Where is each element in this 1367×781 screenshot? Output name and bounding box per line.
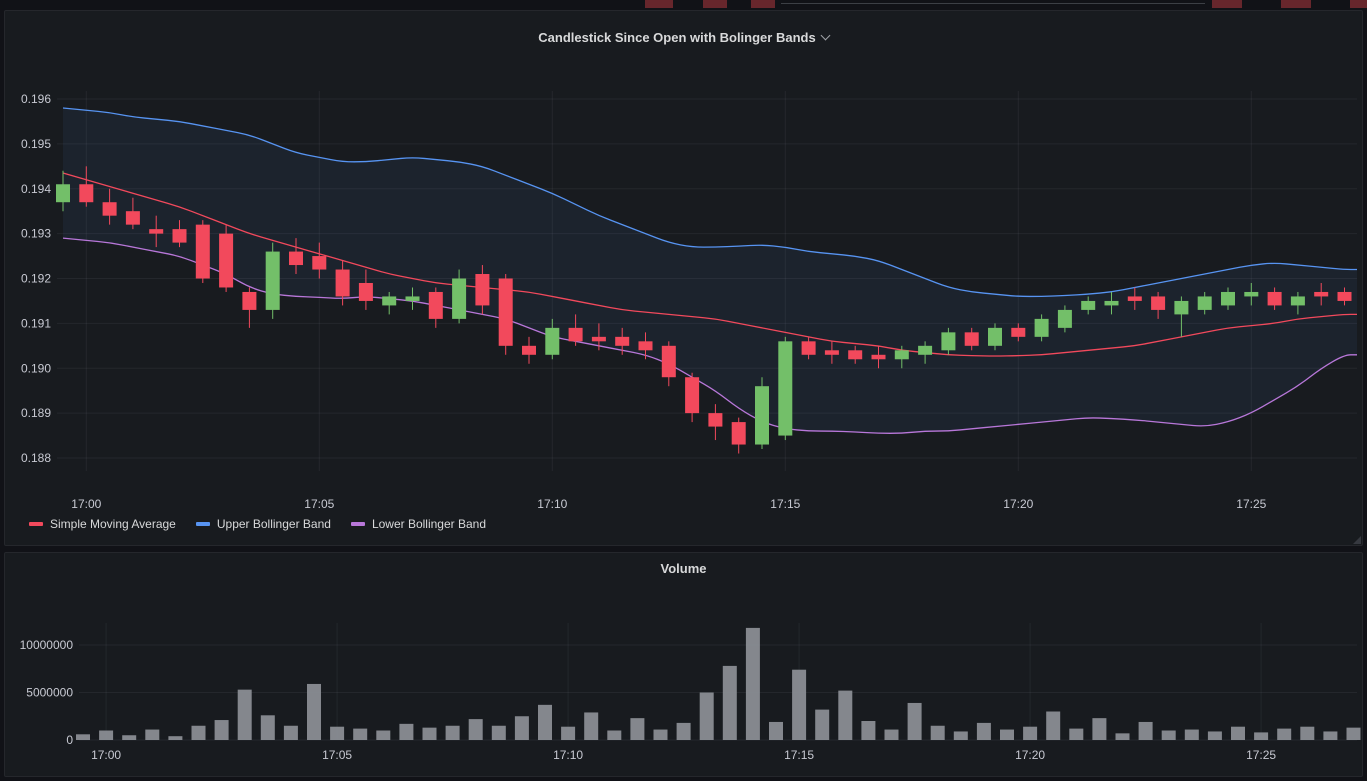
legend-item-upper-band[interactable]: Upper Bollinger Band: [195, 516, 331, 532]
toolbar-fragment: [645, 0, 673, 8]
candlestick-panel-header[interactable]: Candlestick Since Open with Bolinger Ban…: [5, 25, 1362, 49]
svg-text:0.189: 0.189: [21, 406, 51, 420]
svg-text:17:20: 17:20: [1003, 497, 1033, 511]
svg-text:0.194: 0.194: [21, 182, 51, 196]
lower-band-color-marker: [350, 522, 365, 526]
volume-panel: Volume 0 5000000 10000000 17:00 17:05 17:10 17…: [4, 552, 1363, 777]
legend-label: Upper Bollinger Band: [216, 517, 331, 531]
legend-label: Simple Moving Average: [50, 517, 176, 531]
legend-item-sma[interactable]: Simple Moving Average: [29, 516, 176, 532]
svg-text:10000000: 10000000: [20, 638, 74, 652]
svg-text:17:20: 17:20: [1015, 748, 1045, 762]
toolbar-fragment: [1281, 0, 1311, 8]
svg-text:0.191: 0.191: [21, 316, 51, 330]
svg-text:0.196: 0.196: [21, 92, 51, 106]
svg-text:17:10: 17:10: [553, 748, 583, 762]
svg-text:17:05: 17:05: [304, 497, 334, 511]
sma-color-marker: [29, 522, 43, 526]
legend-item-lower-band[interactable]: Lower Bollinger Band: [350, 516, 487, 532]
panel-resize-handle[interactable]: [1353, 536, 1361, 544]
svg-text:17:05: 17:05: [322, 748, 352, 762]
toolbar-fragment: [703, 0, 727, 8]
svg-text:5000000: 5000000: [26, 686, 73, 700]
chevron-down-icon: [820, 30, 831, 40]
toolbar-fragment: [1350, 0, 1367, 8]
svg-text:17:25: 17:25: [1246, 748, 1276, 762]
volume-panel-title: Volume: [660, 560, 707, 576]
candlestick-panel: Candlestick Since Open with Bolinger Ban…: [4, 10, 1363, 546]
candlestick-panel-title: Candlestick Since Open with Bolinger Ban…: [538, 29, 816, 45]
volume-chart[interactable]: 0 5000000 10000000 17:00 17:05 17:10 17:15 17:2…: [5, 553, 1362, 776]
svg-text:17:10: 17:10: [537, 497, 567, 511]
svg-text:17:25: 17:25: [1236, 497, 1266, 511]
toolbar-divider: [781, 3, 1205, 4]
legend-label: Lower Bollinger Band: [371, 517, 487, 531]
svg-text:0.195: 0.195: [21, 137, 51, 151]
svg-text:0: 0: [66, 733, 73, 747]
toolbar-fragment: [751, 0, 775, 8]
upper-band-color-marker: [195, 522, 210, 526]
svg-text:17:00: 17:00: [91, 748, 121, 762]
toolbar-fragment: [1212, 0, 1242, 8]
svg-text:17:15: 17:15: [784, 748, 814, 762]
svg-text:0.192: 0.192: [21, 272, 51, 286]
legend: Simple Moving Average Upper Bollinger Ba…: [29, 516, 486, 532]
svg-text:17:00: 17:00: [71, 497, 101, 511]
svg-text:0.188: 0.188: [21, 451, 51, 465]
svg-text:17:15: 17:15: [770, 497, 800, 511]
volume-panel-header[interactable]: Volume: [5, 557, 1362, 579]
candlestick-chart[interactable]: 0.188 0.189 0.190 0.191 0.192 0.193 0.194 0.195…: [5, 11, 1362, 545]
svg-text:0.193: 0.193: [21, 227, 51, 241]
svg-text:0.190: 0.190: [21, 361, 51, 375]
